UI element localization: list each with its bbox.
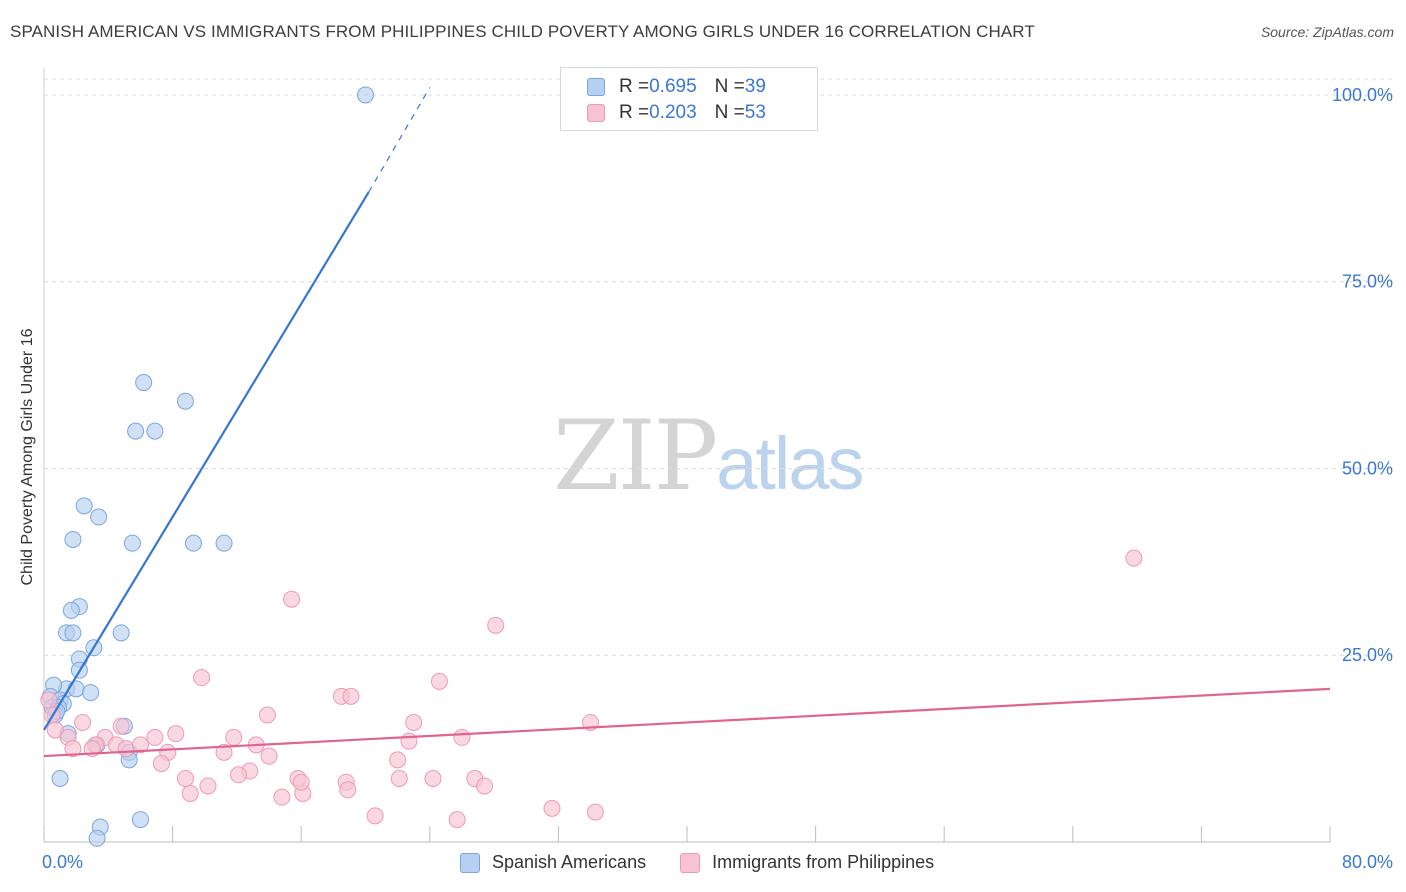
spanish-american-point (131, 811, 149, 829)
watermark: ZIPatlas (553, 400, 865, 512)
legend-r-label: R = (619, 102, 650, 123)
legend-n-value: 53 (744, 102, 766, 123)
spanish-american-point (146, 422, 164, 440)
philippines-point (167, 725, 185, 743)
legend-n-value: 39 (744, 76, 766, 97)
spanish-american-point (62, 601, 80, 619)
philippines-point (273, 788, 291, 806)
legend-r-value: 0.203 (649, 102, 697, 123)
legend-label: Spanish Americans (492, 852, 647, 872)
spanish-american-point (176, 392, 194, 410)
philippines-point (424, 770, 442, 787)
spanish-american-point (75, 497, 93, 515)
legend-row-spanish: R = 0.695 N = 39 (587, 76, 766, 98)
philippines-point (117, 740, 135, 758)
watermark-zip: ZIP (553, 400, 718, 512)
philippines-point (390, 770, 408, 787)
philippines-point (112, 717, 130, 735)
spanish-american-trendline-extension (368, 87, 431, 193)
philippines-point (64, 740, 82, 758)
philippines-point (258, 706, 276, 724)
philippines-point (131, 736, 149, 754)
spanish-american-point (64, 624, 82, 642)
spanish-american-trendline (43, 191, 370, 731)
philippines-trendline (43, 687, 1331, 758)
philippines-point (152, 755, 170, 773)
spanish-american-point (82, 684, 100, 702)
series-legend: Spanish Americans Immigrants from Philip… (460, 852, 968, 873)
philippines-point (74, 713, 92, 731)
legend-swatch-pink (587, 104, 605, 122)
correlation-legend: R = 0.695 N = 39 R = 0.203 N = 53 (560, 67, 818, 131)
philippines-point (176, 770, 194, 787)
y-axis-label: Child Poverty Among Girls Under 16 (19, 328, 36, 586)
x-tick-label: 0.0% (42, 852, 83, 872)
spanish-american-point (51, 770, 69, 787)
philippines-point (366, 807, 384, 825)
legend-swatch-pink (680, 852, 701, 873)
philippines-point (487, 616, 505, 634)
philippines-point (430, 672, 448, 690)
philippines-point (283, 590, 301, 608)
y-tick-label: 100.0% (1332, 85, 1393, 105)
philippines-point (292, 773, 310, 791)
source-label: Source: ZipAtlas.com (1260, 24, 1394, 40)
philippines-point (586, 803, 604, 821)
legend-r-label: R = (619, 76, 650, 97)
spanish-american-point (64, 530, 82, 548)
philippines-point (230, 766, 248, 784)
watermark-atlas: atlas (716, 422, 864, 505)
philippines-point (475, 777, 493, 795)
legend-row-philippines: R = 0.203 N = 53 (587, 102, 766, 124)
philippines-point (1125, 549, 1143, 567)
philippines-point (405, 713, 423, 731)
philippines-point (400, 732, 418, 750)
philippines-point (215, 743, 233, 761)
philippines-point (339, 781, 357, 799)
spanish-american-point (67, 680, 85, 698)
spanish-american-point (90, 508, 108, 526)
spanish-american-point (123, 534, 141, 552)
philippines-point (389, 751, 407, 769)
legend-item-philippines[interactable]: Immigrants from Philippines (680, 852, 934, 873)
y-tick-label: 50.0% (1342, 458, 1393, 478)
philippines-point (193, 669, 211, 687)
legend-n-label: N = (714, 76, 745, 97)
philippines-point (453, 728, 471, 746)
y-tick-label: 75.0% (1342, 272, 1393, 292)
spanish-american-point (135, 374, 153, 392)
legend-item-spanish-americans[interactable]: Spanish Americans (460, 852, 646, 873)
spanish-american-point (112, 624, 130, 642)
spanish-american-point (357, 86, 374, 104)
legend-label: Immigrants from Philippines (712, 852, 935, 872)
legend-n-label: N = (714, 102, 745, 123)
philippines-point (40, 691, 58, 709)
x-tick-label: 80.0% (1342, 852, 1393, 872)
philippines-point (146, 728, 164, 746)
philippines-point (543, 799, 561, 817)
spanish-american-point (88, 829, 106, 847)
spanish-american-point (184, 534, 202, 552)
philippines-point (342, 687, 360, 705)
legend-swatch-blue (460, 852, 480, 873)
philippines-point (181, 784, 199, 802)
legend-r-value: 0.695 (649, 76, 697, 97)
chart-title: SPANISH AMERICAN VS IMMIGRANTS FROM PHIL… (10, 22, 1035, 41)
philippines-point (225, 728, 243, 746)
philippines-point (199, 777, 217, 795)
legend-swatch-blue (587, 78, 605, 96)
spanish-american-point (215, 534, 233, 552)
philippines-point (260, 747, 278, 765)
y-tick-label: 25.0% (1342, 645, 1393, 665)
philippines-point (448, 811, 466, 829)
spanish-american-point (127, 422, 145, 440)
philippines-point (46, 721, 64, 739)
